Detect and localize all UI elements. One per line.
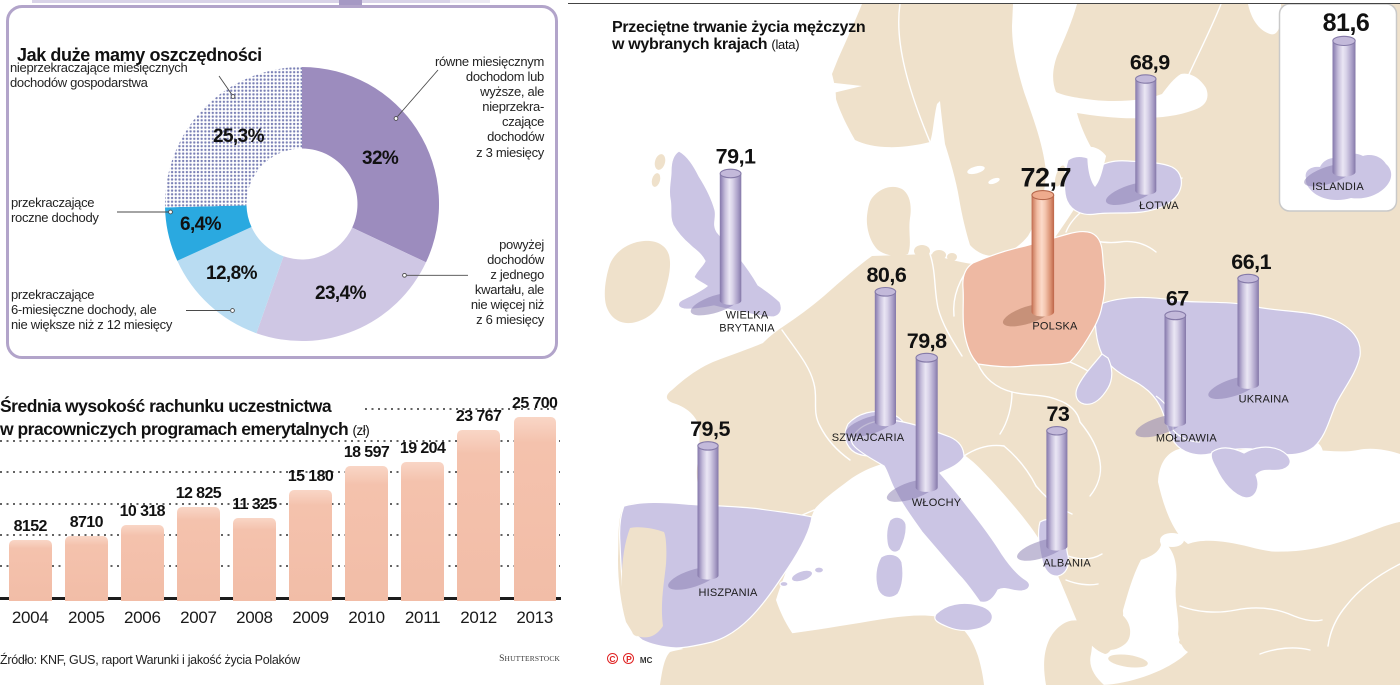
svg-text:ALBANIA: ALBANIA	[1043, 558, 1091, 570]
svg-text:68,9: 68,9	[1130, 50, 1170, 74]
svg-text:67: 67	[1166, 287, 1189, 311]
svg-text:WIELKA: WIELKA	[726, 310, 769, 322]
svg-text:UKRAINA: UKRAINA	[1239, 394, 1290, 406]
svg-text:80,6: 80,6	[866, 263, 906, 287]
svg-text:79,1: 79,1	[716, 145, 756, 169]
svg-text:WŁOCHY: WŁOCHY	[912, 497, 962, 509]
svg-text:73: 73	[1046, 402, 1069, 426]
svg-text:ISLANDIA: ISLANDIA	[1312, 181, 1364, 193]
svg-text:MOŁDAWIA: MOŁDAWIA	[1156, 433, 1218, 445]
svg-text:79,8: 79,8	[907, 329, 947, 353]
svg-text:BRYTANIA: BRYTANIA	[719, 323, 775, 335]
svg-text:HISZPANIA: HISZPANIA	[698, 587, 758, 599]
svg-text:ŁOTWA: ŁOTWA	[1139, 200, 1179, 212]
svg-text:79,5: 79,5	[690, 417, 730, 441]
svg-text:66,1: 66,1	[1231, 250, 1271, 274]
svg-text:POLSKA: POLSKA	[1032, 321, 1078, 333]
svg-text:81,6: 81,6	[1323, 9, 1370, 37]
svg-text:SZWAJCARIA: SZWAJCARIA	[832, 432, 905, 444]
svg-text:72,7: 72,7	[1021, 163, 1072, 193]
